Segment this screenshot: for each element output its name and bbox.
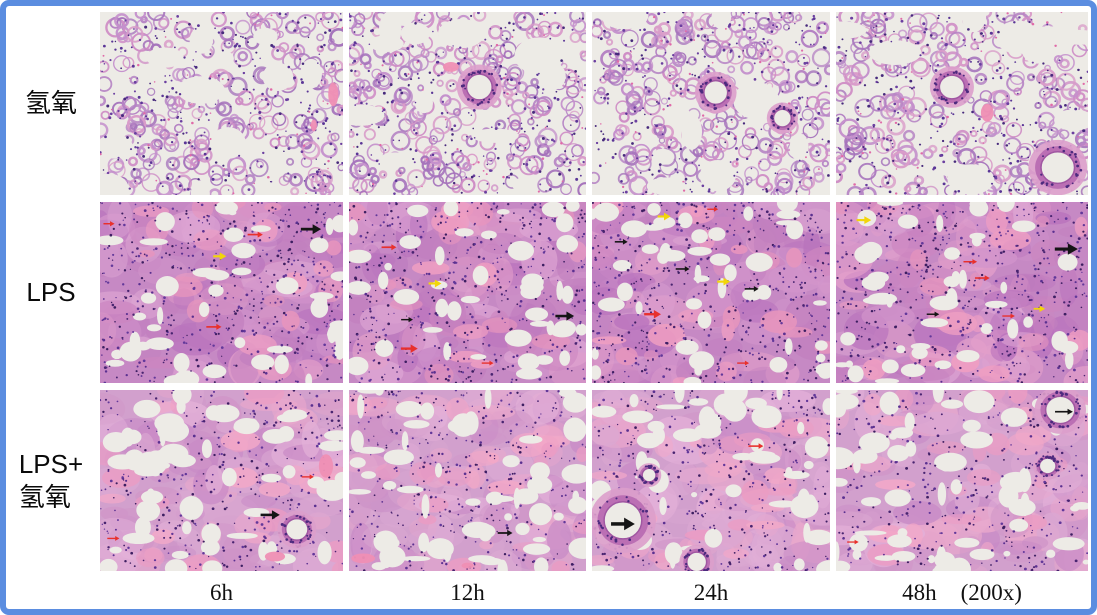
time-label-6h: 6h — [210, 580, 233, 605]
annotation-arrow-yellow — [213, 252, 227, 261]
histology-micrograph — [349, 12, 586, 195]
histology-micrograph — [100, 12, 343, 195]
histology-panel — [592, 12, 830, 195]
annotation-arrow-black — [555, 311, 575, 321]
annotation-arrow-black — [675, 266, 690, 272]
histology-micrograph — [836, 202, 1088, 383]
annotation-arrow-red — [103, 221, 115, 227]
histology-panel — [349, 12, 586, 195]
annotation-arrow-black — [300, 224, 322, 235]
annotation-arrow-red — [748, 443, 764, 449]
histology-micrograph — [592, 390, 830, 571]
annotation-arrow-black — [1055, 408, 1073, 415]
annotation-arrow-red — [400, 344, 418, 353]
time-label-24h: 24h — [693, 580, 729, 605]
annotation-arrow-red — [247, 231, 263, 238]
annotation-arrow-red — [301, 474, 314, 480]
annotation-arrow-red — [644, 309, 662, 319]
annotation-arrow-black — [926, 311, 940, 317]
histology-micrograph — [592, 12, 830, 195]
annotation-arrow-yellow — [717, 277, 731, 286]
histology-panel — [100, 12, 343, 195]
annotation-arrow-red — [206, 323, 222, 330]
time-label-48h: 48h — [902, 580, 937, 605]
row-label-lps: LPS — [26, 277, 76, 308]
histology-micrograph — [836, 12, 1088, 195]
annotation-arrow-red — [481, 360, 494, 366]
histology-micrograph — [100, 390, 343, 571]
histology-micrograph — [100, 202, 343, 383]
histology-micrograph — [349, 202, 586, 383]
histology-panel — [836, 12, 1088, 195]
annotation-arrow-red — [737, 360, 750, 366]
histology-micrograph — [836, 390, 1088, 571]
annotation-arrow-yellow — [657, 212, 671, 221]
histology-panel — [836, 390, 1088, 571]
row-label-hydrogen-oxygen: 氢氧 — [24, 88, 77, 119]
annotation-arrow-black — [614, 239, 628, 245]
row-label-lps-hydrogen-oxygen: LPS+ 氢氧 — [18, 449, 84, 512]
histology-panel — [592, 202, 830, 383]
annotation-arrow-yellow — [1033, 305, 1046, 312]
histology-panel — [349, 390, 586, 571]
annotation-arrow-black — [497, 529, 513, 537]
annotation-arrow-red — [707, 206, 719, 212]
annotation-arrow-red — [381, 244, 397, 251]
annotation-arrow-black — [1054, 243, 1078, 255]
annotation-arrow-black — [401, 317, 413, 323]
annotation-arrow-yellow — [856, 216, 872, 224]
histology-panel — [100, 202, 343, 383]
histology-panel — [592, 390, 830, 571]
histology-micrograph — [592, 202, 830, 383]
annotation-arrow-red — [975, 275, 990, 281]
annotation-arrow-black — [611, 517, 635, 531]
annotation-arrow-yellow — [428, 279, 442, 288]
histology-panel — [100, 390, 343, 571]
panel-grid: 氢氧 LPS LPS+ 氢氧 6h 12h 24h 48h (200x) — [6, 6, 1091, 608]
histology-panel — [836, 202, 1088, 383]
annotation-arrow-black — [744, 286, 759, 292]
histology-panel — [349, 202, 586, 383]
time-label-12h: 12h — [450, 580, 485, 605]
annotation-arrow-black — [260, 510, 280, 520]
annotation-arrow-red — [1002, 313, 1015, 319]
annotation-arrow-red — [847, 539, 859, 545]
annotation-arrow-red — [107, 535, 120, 541]
magnification-label: (200x) — [960, 580, 1022, 605]
annotation-arrow-red — [963, 259, 978, 265]
histology-micrograph — [349, 390, 586, 571]
